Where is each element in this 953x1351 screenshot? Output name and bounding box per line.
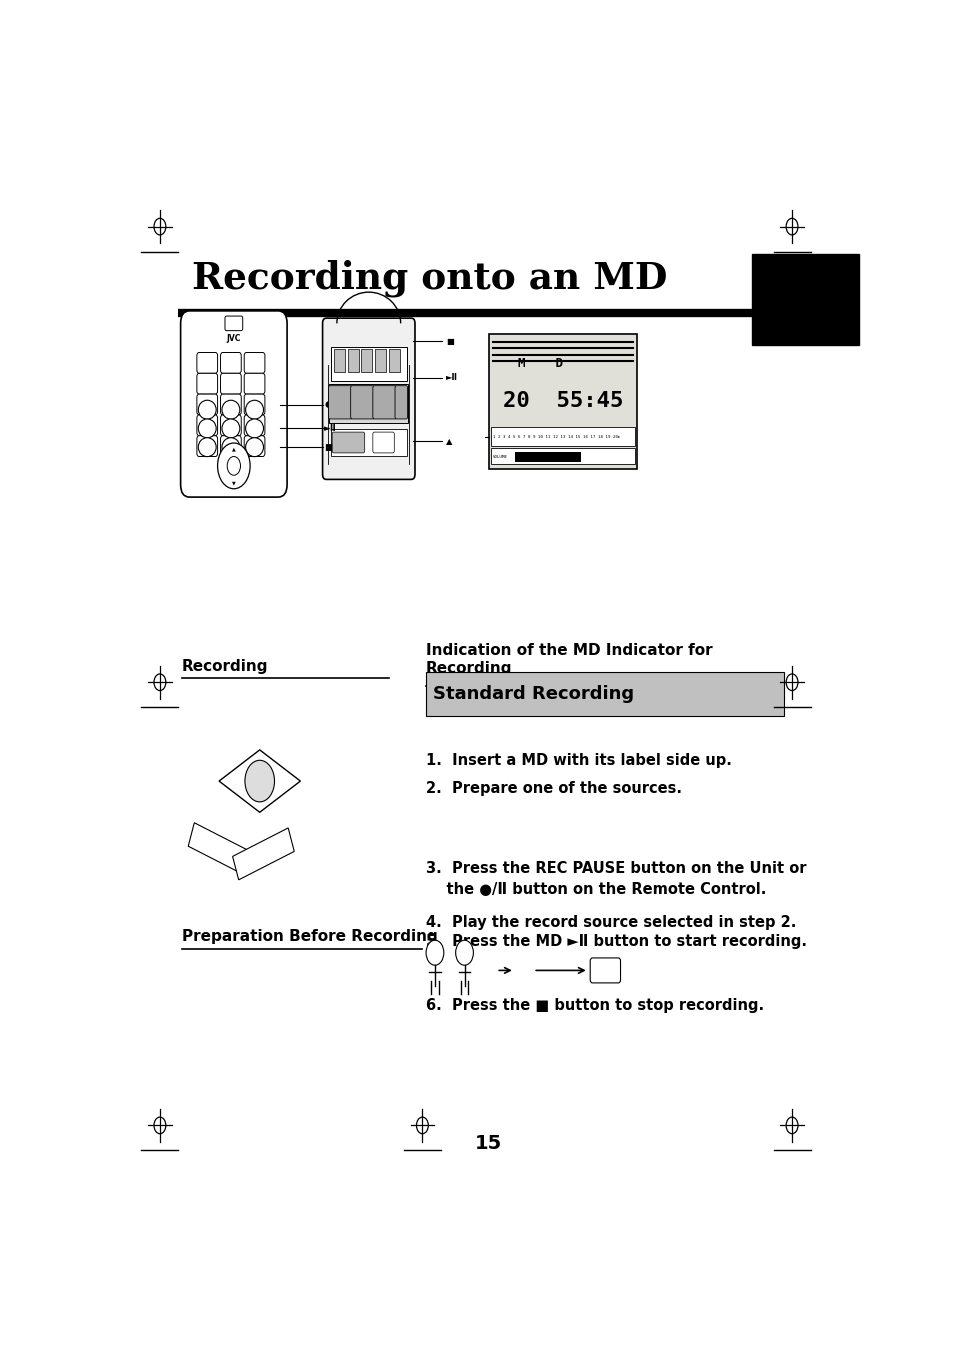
- FancyBboxPatch shape: [332, 432, 364, 453]
- Text: 6.  Press the ■ button to stop recording.: 6. Press the ■ button to stop recording.: [426, 998, 763, 1013]
- Text: Standard Recording: Standard Recording: [433, 685, 634, 703]
- Text: JVC: JVC: [227, 334, 241, 343]
- Bar: [329, 384, 408, 423]
- Text: ►Ⅱ: ►Ⅱ: [446, 373, 457, 382]
- Text: ▲: ▲: [232, 447, 235, 451]
- Polygon shape: [188, 823, 250, 874]
- Bar: [331, 430, 406, 457]
- Text: Recording: Recording: [182, 659, 269, 674]
- FancyBboxPatch shape: [373, 432, 394, 453]
- FancyBboxPatch shape: [196, 373, 217, 394]
- FancyBboxPatch shape: [196, 436, 217, 457]
- Text: ●Ⅱ: ●Ⅱ: [324, 400, 337, 409]
- Circle shape: [426, 940, 443, 965]
- Ellipse shape: [222, 400, 239, 419]
- Bar: [426, 671, 783, 716]
- Text: ■: ■: [324, 443, 333, 451]
- FancyBboxPatch shape: [220, 353, 241, 373]
- FancyBboxPatch shape: [328, 385, 352, 419]
- Text: 5.  Press the MD ►Ⅱ button to start recording.: 5. Press the MD ►Ⅱ button to start recor…: [426, 934, 806, 948]
- Ellipse shape: [198, 400, 216, 419]
- Bar: [347, 349, 358, 372]
- FancyBboxPatch shape: [220, 373, 241, 394]
- FancyBboxPatch shape: [351, 385, 374, 419]
- FancyBboxPatch shape: [220, 415, 241, 436]
- Text: M    D: M D: [517, 357, 562, 370]
- Bar: [375, 349, 386, 372]
- FancyBboxPatch shape: [180, 311, 287, 497]
- Bar: [334, 349, 344, 372]
- Bar: [389, 349, 400, 372]
- Ellipse shape: [245, 400, 263, 419]
- FancyBboxPatch shape: [373, 385, 396, 419]
- Bar: [491, 449, 634, 463]
- Bar: [331, 347, 406, 381]
- FancyBboxPatch shape: [244, 436, 265, 457]
- Text: ■: ■: [446, 336, 454, 346]
- Ellipse shape: [245, 438, 263, 457]
- Text: 3.  Press the REC PAUSE button on the Unit or
    the ●/Ⅱ button on the Remote C: 3. Press the REC PAUSE button on the Uni…: [426, 861, 805, 897]
- Bar: [488, 334, 636, 469]
- FancyBboxPatch shape: [244, 353, 265, 373]
- Bar: [751, 254, 858, 346]
- Text: ►Ⅱ: ►Ⅱ: [324, 424, 336, 432]
- Text: 1 2 3 4 5 6 7 8 9 10 11 12 13 14 15 16 17 18 19 20►: 1 2 3 4 5 6 7 8 9 10 11 12 13 14 15 16 1…: [493, 435, 620, 439]
- FancyBboxPatch shape: [220, 394, 241, 415]
- Bar: [361, 349, 372, 372]
- FancyBboxPatch shape: [196, 353, 217, 373]
- Text: Indication of the MD Indicator for
Recording: Indication of the MD Indicator for Recor…: [426, 643, 712, 677]
- FancyBboxPatch shape: [244, 373, 265, 394]
- Bar: [491, 427, 634, 446]
- Ellipse shape: [245, 419, 263, 438]
- FancyBboxPatch shape: [322, 319, 415, 480]
- Text: 2.  Prepare one of the sources.: 2. Prepare one of the sources.: [426, 781, 681, 796]
- Polygon shape: [233, 828, 294, 880]
- Text: VOLUME: VOLUME: [493, 454, 508, 458]
- FancyBboxPatch shape: [220, 436, 241, 457]
- Ellipse shape: [198, 419, 216, 438]
- Text: 15: 15: [475, 1133, 502, 1152]
- Text: Recording onto an MD: Recording onto an MD: [192, 259, 667, 297]
- FancyBboxPatch shape: [244, 394, 265, 415]
- FancyBboxPatch shape: [244, 415, 265, 436]
- Circle shape: [245, 761, 274, 802]
- Text: ▼: ▼: [232, 480, 235, 485]
- FancyBboxPatch shape: [590, 958, 619, 984]
- Text: 20  55:45: 20 55:45: [502, 390, 622, 411]
- Text: ▲: ▲: [446, 436, 452, 446]
- Circle shape: [227, 457, 240, 476]
- Bar: [515, 453, 580, 462]
- Ellipse shape: [222, 438, 239, 457]
- Ellipse shape: [198, 438, 216, 457]
- Circle shape: [217, 443, 250, 489]
- Polygon shape: [219, 750, 300, 812]
- Ellipse shape: [222, 419, 239, 438]
- Circle shape: [456, 940, 473, 965]
- FancyBboxPatch shape: [196, 394, 217, 415]
- Text: 1.  Insert a MD with its label side up.: 1. Insert a MD with its label side up.: [426, 753, 731, 767]
- FancyBboxPatch shape: [196, 415, 217, 436]
- FancyBboxPatch shape: [395, 385, 407, 419]
- FancyBboxPatch shape: [225, 316, 242, 331]
- Text: 4.  Play the record source selected in step 2.: 4. Play the record source selected in st…: [426, 915, 796, 931]
- Text: Preparation Before Recording: Preparation Before Recording: [182, 929, 437, 944]
